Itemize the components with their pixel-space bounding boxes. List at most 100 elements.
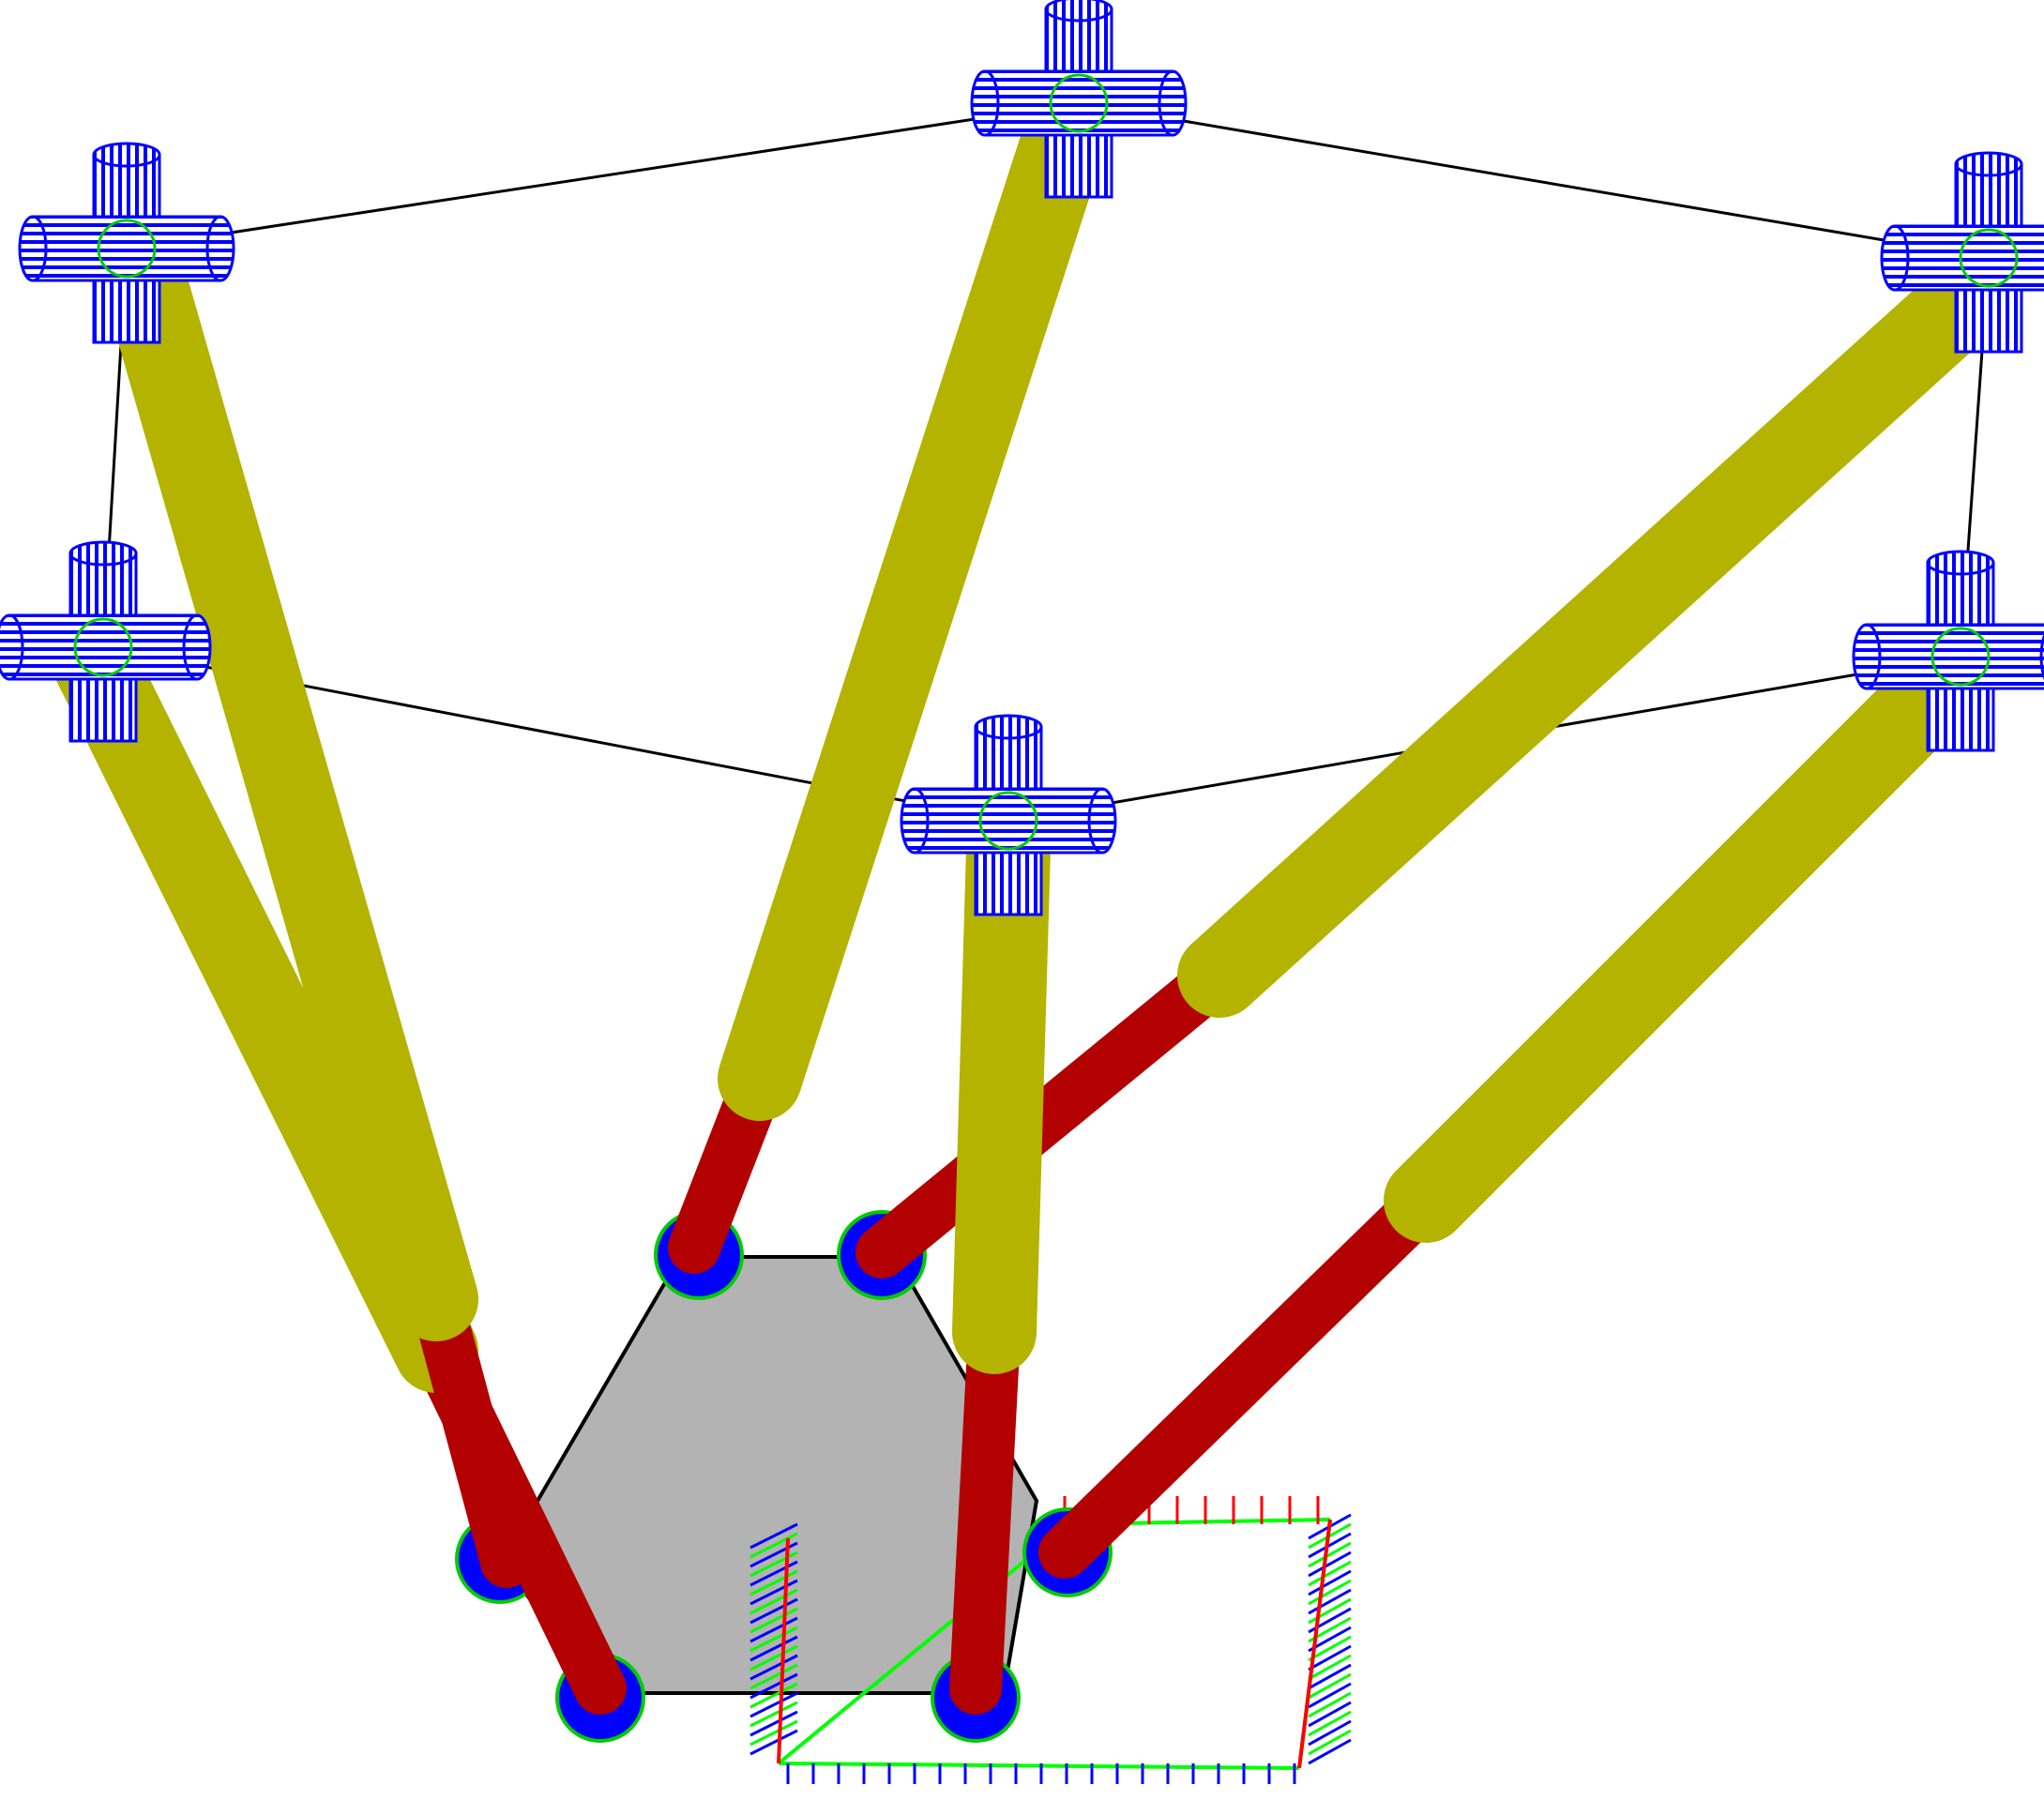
leg-piston-rod: [1038, 1174, 1452, 1579]
joint-cap: [974, 714, 1043, 740]
frame-hatch: [1308, 1663, 1352, 1690]
base-frame-edge: [1078, 101, 1990, 260]
leg-piston-rod: [949, 1306, 1021, 1715]
z-axis: [777, 1537, 790, 1764]
actuator-leg: [949, 807, 1051, 1715]
frame-hatch: [749, 1663, 798, 1690]
joint-ring: [978, 791, 1038, 851]
joint-cap: [1954, 151, 2023, 177]
frame-hatch: [1308, 1532, 1352, 1559]
leg-cylinder: [98, 225, 478, 1341]
frame-edge: [778, 1762, 1300, 1770]
joint-horizontal-cylinder: [8, 613, 199, 681]
frame-hatch: [749, 1691, 798, 1718]
frame-hatch: [749, 1560, 798, 1587]
frame-hatch: [1308, 1541, 1352, 1568]
frame-hatch: [749, 1719, 798, 1747]
frame-hatch: [749, 1644, 798, 1671]
actuator-leg: [1038, 647, 1979, 1579]
frame-hatch: [749, 1522, 798, 1550]
frame-edge: [777, 1522, 1071, 1765]
frame-hatch: [749, 1550, 798, 1578]
leg-piston-rod: [410, 1273, 533, 1588]
joint-ring: [97, 219, 157, 279]
joint-cap: [18, 215, 48, 282]
leg-cylinder: [952, 807, 1051, 1374]
universal-joint-icon: [1880, 151, 2044, 354]
frame-hatch: [1308, 1579, 1352, 1606]
frame-hatch: [1308, 1738, 1352, 1765]
joint-cap: [1158, 69, 1188, 137]
frame-hatch: [1308, 1672, 1352, 1700]
frame-hatch: [1308, 1588, 1352, 1615]
joint-cap: [970, 69, 1000, 137]
frame-hatch: [1308, 1560, 1352, 1587]
frame-hatch: [749, 1654, 798, 1681]
leg-cylinder: [1384, 647, 1979, 1243]
joint-cap: [1044, 0, 1113, 23]
frame-hatch: [749, 1729, 798, 1756]
joint-ring: [1930, 627, 1991, 687]
joint-horizontal-cylinder: [913, 787, 1104, 855]
joint-cap: [92, 142, 161, 168]
base-joints: [0, 0, 2044, 916]
joint-ring: [1959, 228, 2019, 288]
joint-cap: [2039, 632, 2044, 681]
frame-hatch: [1308, 1710, 1352, 1737]
frame-hatch: [1308, 1719, 1352, 1747]
leg-cylinder: [1177, 258, 2007, 1018]
actuator-leg: [855, 258, 2007, 1278]
frame-hatch: [749, 1616, 798, 1643]
universal-joint-icon: [970, 0, 1188, 199]
frame-hatch: [749, 1569, 798, 1596]
frame-edge: [1297, 1519, 1332, 1769]
joint-cap: [1852, 623, 1882, 690]
actuator-leg: [98, 225, 533, 1588]
joint-cap: [0, 613, 24, 681]
frame-hatch: [749, 1588, 798, 1615]
frame-hatch: [1308, 1682, 1352, 1709]
joint-cap: [182, 613, 212, 681]
frame-hatch: [1308, 1654, 1352, 1681]
joint-ring: [1049, 73, 1109, 133]
frame-hatch: [1308, 1550, 1352, 1578]
joint-cap: [1880, 224, 1910, 292]
joint-cap: [68, 540, 138, 567]
joint-cap: [205, 215, 235, 282]
base-frame-edge: [126, 101, 1080, 250]
joint-cap: [1087, 787, 1117, 855]
actuator-leg: [668, 66, 1116, 1274]
world-coordinate-frame: [749, 1496, 1352, 1784]
frame-hatch: [749, 1672, 798, 1700]
leg-piston-rod: [855, 949, 1246, 1278]
frame-hatch: [749, 1682, 798, 1709]
frame-hatch: [749, 1626, 798, 1653]
frame-hatch: [1308, 1701, 1352, 1728]
joint-horizontal-cylinder: [1865, 623, 2044, 690]
frame-hatch: [749, 1532, 798, 1559]
universal-joint-icon: [0, 540, 212, 743]
frame-hatch: [749, 1597, 798, 1625]
frame-hatch: [1308, 1635, 1352, 1662]
joint-ring: [73, 617, 133, 677]
frame-hatch: [1308, 1644, 1352, 1671]
frame-hatch: [749, 1541, 798, 1568]
frame-hatch: [749, 1701, 798, 1728]
actuator-legs: [52, 66, 2007, 1715]
frame-hatch: [1308, 1729, 1352, 1756]
frame-hatch: [749, 1635, 798, 1662]
frame-hatch: [749, 1710, 798, 1737]
frame-hatch: [749, 1607, 798, 1634]
joint-horizontal-cylinder: [983, 69, 1174, 137]
frame-hatch: [1308, 1569, 1352, 1596]
universal-joint-icon: [18, 142, 235, 344]
frame-hatch: [1308, 1691, 1352, 1718]
universal-joint-icon: [900, 714, 1117, 916]
joint-horizontal-cylinder: [31, 215, 222, 282]
joint-cap: [1926, 550, 1995, 576]
frame-hatch: [1308, 1597, 1352, 1625]
universal-joint-icon: [1852, 550, 2044, 752]
frame-hatch: [749, 1579, 798, 1606]
joint-cap: [900, 787, 930, 855]
